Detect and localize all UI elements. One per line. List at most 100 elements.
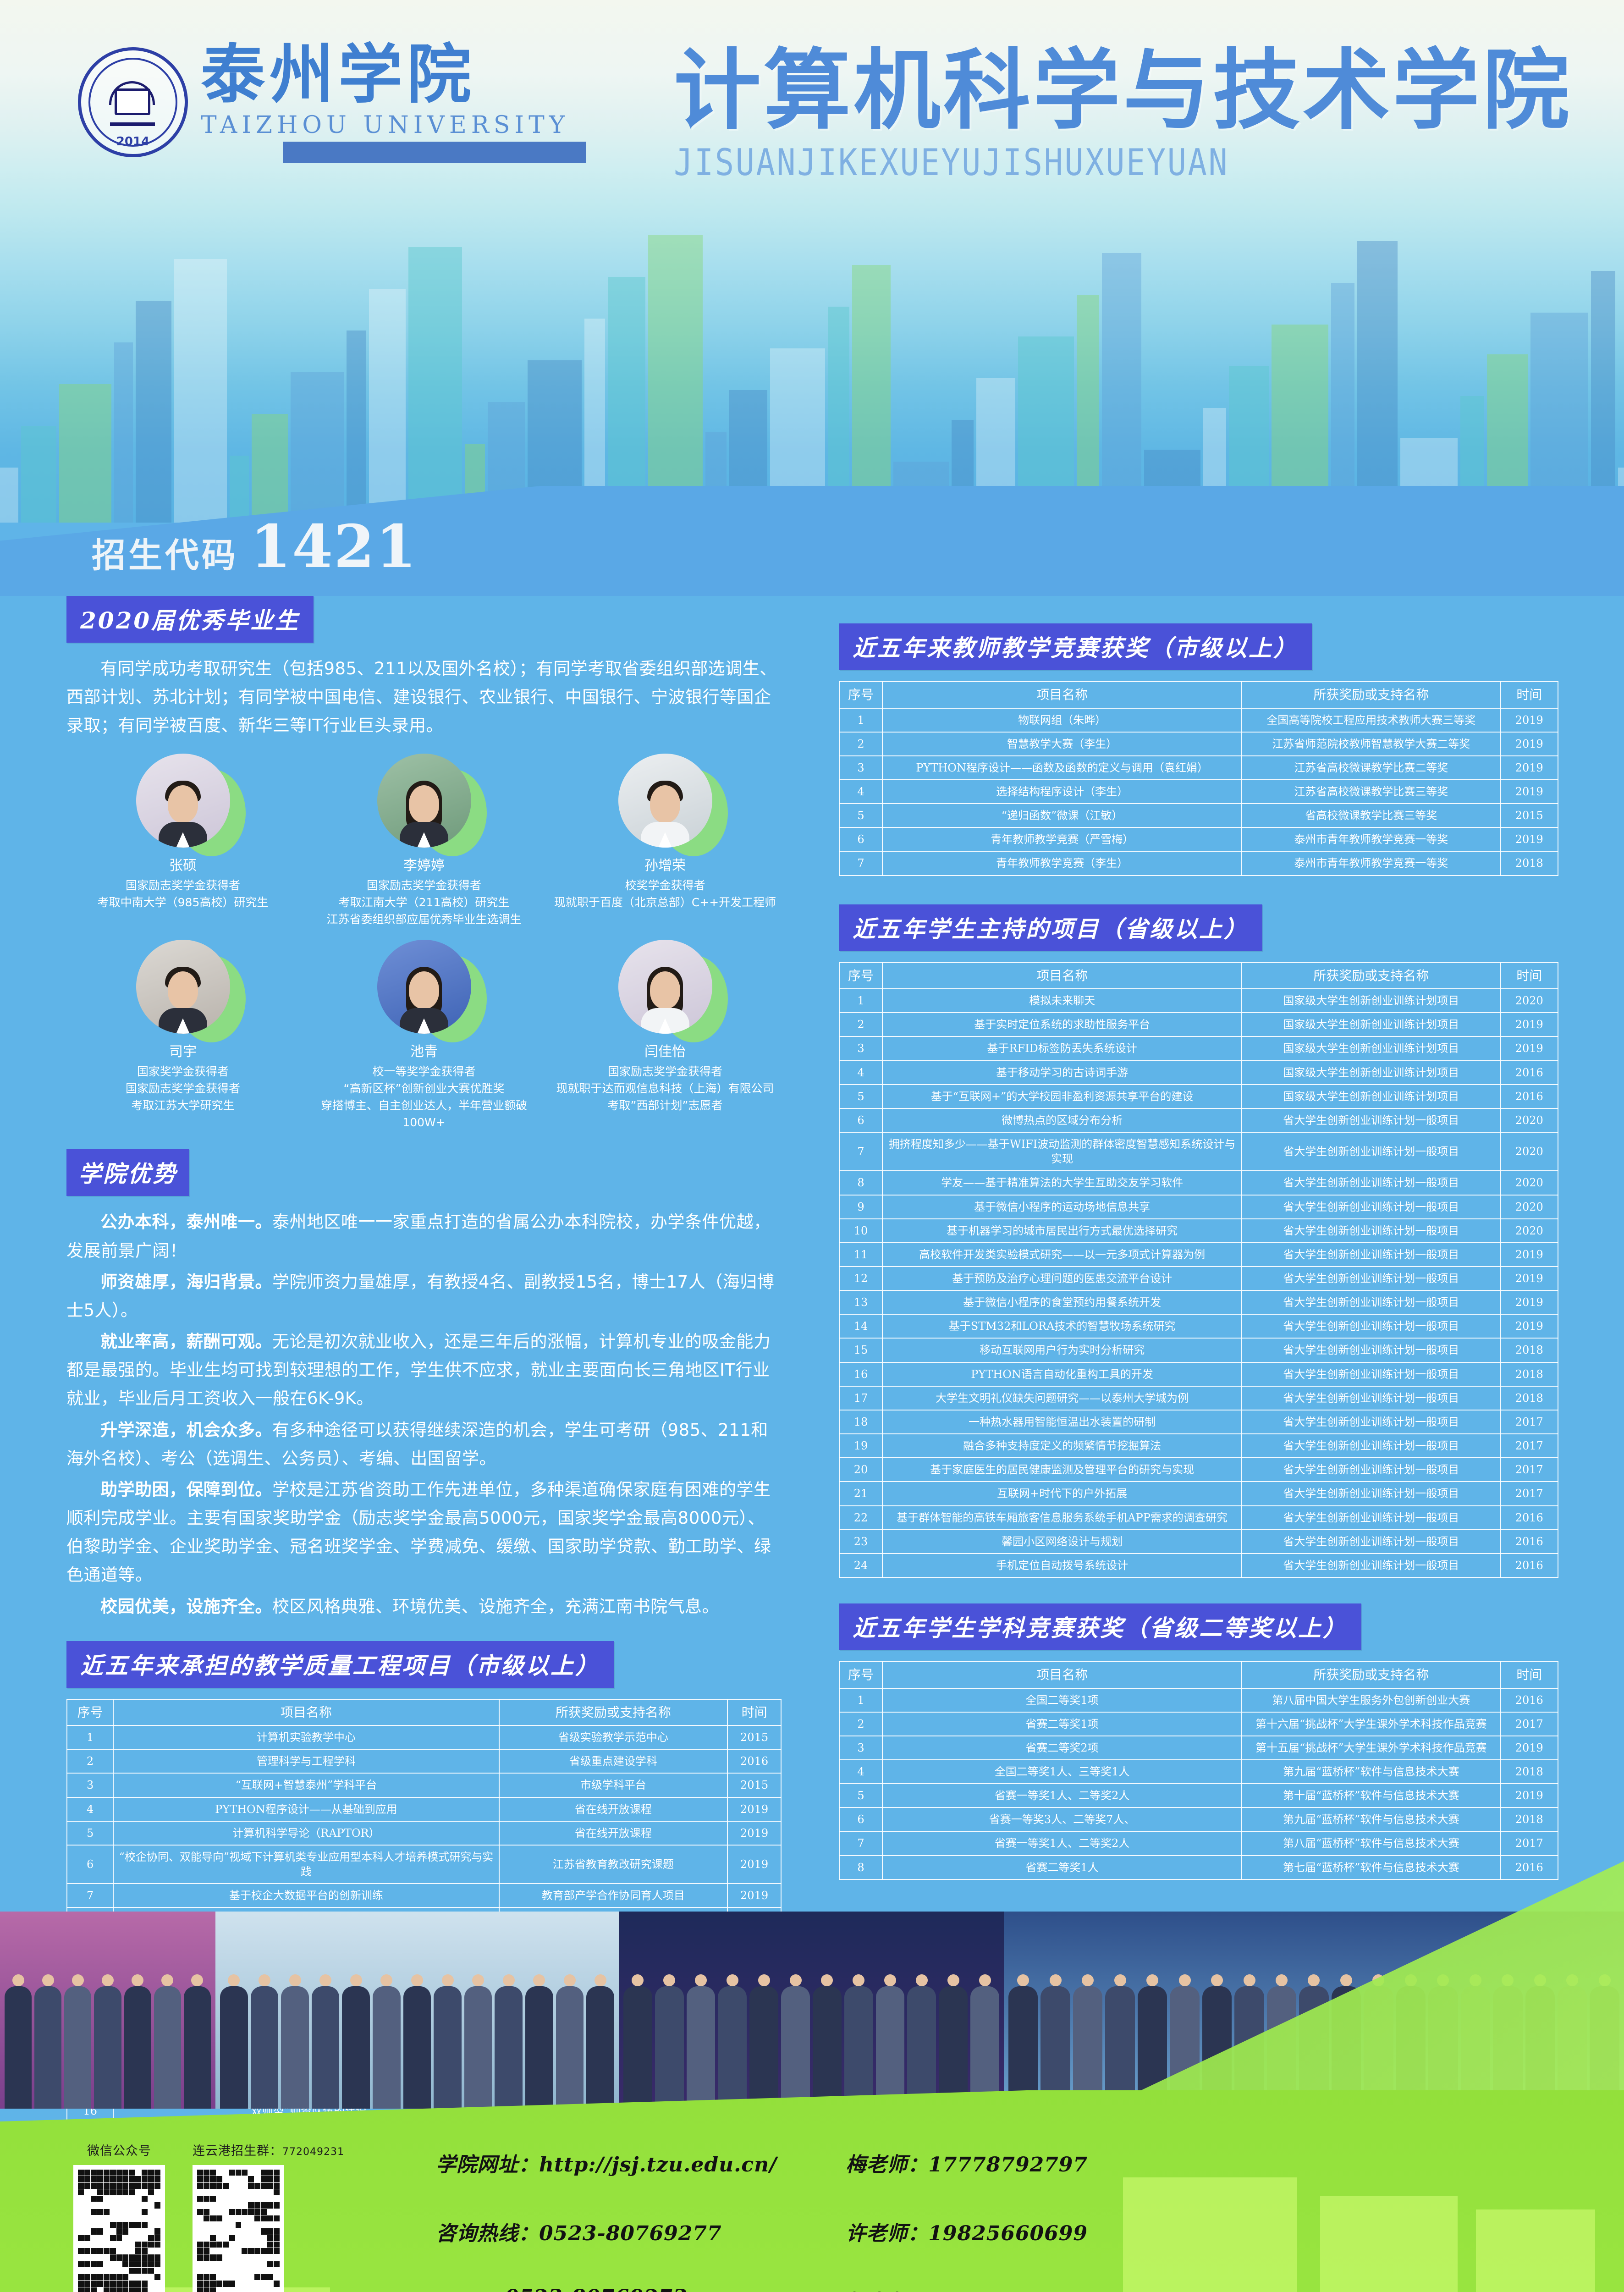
qr-module	[135, 2281, 142, 2287]
qr-wechat-item[interactable]: 微信公众号	[73, 2141, 165, 2292]
photo-person	[525, 1974, 553, 2109]
qr-module	[229, 2261, 235, 2267]
photo-person	[342, 1974, 370, 2109]
column-header: 序号	[66, 1698, 114, 1726]
table-row: 7 拥挤程度知多少——基于WIFI波动监测的群体密度智慧感知系统设计与实现 省大学生…	[838, 1132, 1559, 1172]
qr-module	[254, 2189, 261, 2196]
qr-wechat-caption: 微信公众号	[87, 2144, 151, 2158]
table-cell: 7	[66, 1883, 114, 1908]
qr-module	[116, 2235, 122, 2241]
column-header: 所获奖励或支持名称	[1241, 962, 1501, 990]
college-website-line[interactable]: 学院网址：http://jsj.tzu.edu.cn/	[435, 2153, 777, 2176]
table-cell: 基于实时定位系统的求助性服务平台	[882, 1012, 1243, 1037]
qr-module	[235, 2196, 242, 2202]
qr-module	[122, 2241, 129, 2248]
table-cell: 第八届中国大学生服务外包创新创业大赛	[1241, 1687, 1501, 1713]
qr-module	[84, 2274, 90, 2281]
teacher-contact-line: 杨老师：18262336166	[846, 2286, 1088, 2292]
qr-module	[229, 2287, 235, 2292]
photo-person	[1040, 1974, 1070, 2109]
table-cell: 省赛二等奖2项	[882, 1735, 1243, 1761]
table-cell: 大学生文明礼仪缺失问题研究——以泰州大学城为例	[882, 1385, 1243, 1410]
qr-module	[235, 2215, 242, 2222]
qr-module	[142, 2287, 148, 2292]
qr-module	[84, 2267, 90, 2274]
qr-module	[222, 2287, 229, 2292]
qr-module	[254, 2261, 261, 2267]
skyline-building	[608, 277, 645, 523]
qr-module	[103, 2241, 110, 2248]
table-cell: 省大学生创新创业训练计划一般项目	[1241, 1170, 1501, 1196]
qr-module	[209, 2215, 216, 2222]
table-cell: 省大学生创新创业训练计划一般项目	[1241, 1481, 1501, 1506]
qr-module	[274, 2228, 280, 2235]
table-cell: 2019	[1500, 1735, 1559, 1761]
qq-group-qr-code[interactable]	[193, 2165, 284, 2292]
qr-module	[261, 2215, 267, 2222]
table-cell: 省在线开放课程	[498, 1820, 728, 1846]
qr-qq-item[interactable]: 连云港招生群：772049231	[193, 2141, 344, 2292]
qr-module	[254, 2241, 261, 2248]
table-cell: 移动互联网用户行为实时分析研究	[882, 1338, 1243, 1363]
qr-module	[203, 2176, 209, 2182]
qr-module	[97, 2281, 103, 2287]
qr-module	[142, 2215, 148, 2222]
qr-module	[154, 2241, 160, 2248]
table-row: 2 省赛二等奖1项 第十六届“挑战杯”大学生课外学术科技作品竞赛 2017	[838, 1711, 1559, 1736]
table-row: 5 基于“互联网+”的大学校园非盈利资源共享平台的建设 国家级大学生创新创业训练计划…	[838, 1084, 1559, 1109]
table-row: 8 学友——基于精准算法的大学生互助交友学习软件 省大学生创新创业训练计划一般项目 2…	[838, 1170, 1559, 1196]
qr-module	[148, 2254, 154, 2261]
qr-module	[267, 2189, 274, 2196]
table-cell: 3	[838, 1036, 883, 1061]
wechat-qr-code[interactable]	[73, 2165, 165, 2292]
qr-module	[248, 2267, 254, 2274]
graduate-name: 闫佳怡	[644, 1044, 686, 1060]
qr-module	[142, 2189, 148, 2196]
qr-module	[209, 2274, 216, 2281]
qr-module	[209, 2235, 216, 2241]
qr-module	[267, 2209, 274, 2215]
qr-module	[129, 2261, 135, 2267]
table-cell: 手机定位自动拨号系统设计	[882, 1553, 1243, 1578]
qr-module	[148, 2274, 154, 2281]
qr-module	[248, 2196, 254, 2202]
qr-module	[229, 2215, 235, 2222]
qr-module	[248, 2209, 254, 2215]
table-cell: 选择结构程序设计（李生）	[882, 779, 1243, 804]
photo-people-row	[0, 1974, 215, 2109]
table-cell: 17	[838, 1385, 883, 1410]
qr-module	[197, 2254, 203, 2261]
skyline-building	[21, 426, 56, 523]
advantage-text: 学校是江苏省资助工作先进单位，多种渠道确保家庭有困难的学生顺利完成学业。主要有国…	[66, 1479, 771, 1585]
qr-module	[78, 2235, 84, 2241]
table-row: 9 基于微信小程序的运动场地信息共享 省大学生创新创业训练计划一般项目 2020	[838, 1194, 1559, 1219]
qr-module	[129, 2281, 135, 2287]
section-title-student-contests: 近五年学生学科竞赛获奖（省级二等奖以上）	[839, 1603, 1361, 1651]
table-cell: 15	[838, 1338, 883, 1363]
table-cell: 1	[66, 1725, 114, 1750]
qr-module	[261, 2176, 267, 2182]
table-cell: 基于移动学习的古诗词手游	[882, 1060, 1243, 1085]
photo-person-head	[1275, 1974, 1288, 1987]
table-cell: 省大学生创新创业训练计划一般项目	[1241, 1218, 1501, 1243]
qr-module	[216, 2287, 222, 2292]
qr-module	[129, 2170, 135, 2176]
qr-module	[216, 2254, 222, 2261]
qr-module	[90, 2281, 97, 2287]
table-row: 19 融合多种支持度定义的频繁情节挖掘算法 省大学生创新创业训练计划一般项目 2017	[838, 1433, 1559, 1459]
qr-module	[261, 2241, 267, 2248]
table-cell: 6	[838, 1807, 883, 1832]
table-cell: 省高校微课教学比赛三等奖	[1241, 803, 1501, 828]
table-cell: PYTHON语言自动化重构工具的开发	[882, 1361, 1243, 1387]
left-column: 2020届优秀毕业生 有同学成功考取研究生（包括985、211以及国外名校）；有…	[66, 596, 782, 2243]
qr-module	[242, 2182, 248, 2189]
table-cell: 基于STM32和LORA技术的智慧牧场系统研究	[882, 1314, 1243, 1339]
qr-module	[110, 2228, 116, 2235]
photo-person-head	[1017, 1974, 1029, 1987]
table-cell: 国家级大学生创新创业训练计划项目	[1241, 1060, 1501, 1085]
graduate-portrait	[377, 754, 471, 848]
qr-module	[110, 2267, 116, 2274]
qr-module	[78, 2176, 84, 2182]
table-cell: 2019	[1500, 827, 1559, 852]
